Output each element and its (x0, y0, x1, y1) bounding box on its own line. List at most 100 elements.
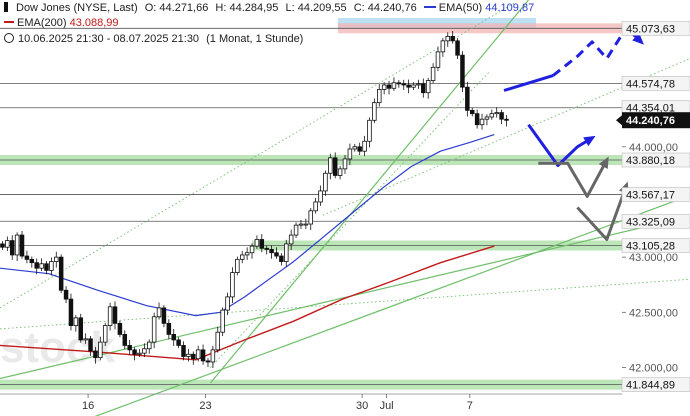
legend-row-2: EMA(200) 43.088,99 (4, 17, 119, 29)
price-level-box-6 (621, 238, 690, 253)
candle-body-60 (293, 224, 299, 236)
period: (1 Monat, 1 Stunde) (206, 33, 304, 45)
candle-body-55 (269, 249, 274, 254)
price-level-labels: 45.073,63 44.574,78 44.354,01 43.880,18 43.5… (616, 20, 690, 392)
instrument-name: Dow Jones (NYSE, Last) (16, 2, 138, 14)
candle-body-16 (78, 317, 83, 341)
candle-body-82 (401, 83, 406, 86)
y-tick-label-0: 42.000,00 (629, 363, 678, 375)
candle-body-39 (191, 353, 196, 360)
candle-body-9 (44, 263, 49, 271)
candle-body-99 (484, 116, 490, 120)
candle-body-37 (181, 345, 186, 357)
scenario-up-solid (503, 74, 554, 92)
candle-body-75 (367, 119, 372, 142)
scenario-up-arrow-icon (632, 33, 644, 45)
candle-body-14 (68, 298, 74, 326)
ema50-swatch-icon (423, 6, 436, 8)
ema-lines (0, 134, 495, 361)
candle-body-90 (440, 40, 446, 53)
candle-body-69 (337, 168, 343, 176)
price-level-label-7: 41.844,89 (626, 380, 675, 392)
candle-body-70 (342, 158, 348, 170)
candle-body-42 (205, 360, 211, 363)
candle-body-87 (425, 80, 431, 94)
candle-body-25 (122, 334, 128, 346)
candle-body-52 (254, 239, 260, 247)
trendline-3 (0, 278, 690, 330)
legend-row-1: Dow Jones (NYSE, Last) O: 44.271,66 H: 4… (4, 2, 538, 14)
candle-body-40 (195, 349, 201, 360)
ohlc-low: L: 44.209,55 (285, 2, 347, 14)
ema50-line (0, 134, 495, 317)
candle-body-71 (347, 148, 353, 160)
candle-body-68 (332, 157, 338, 176)
last-price-box (622, 112, 690, 129)
ema200-label: EMA(200) (17, 17, 67, 29)
candle-body-76 (372, 102, 377, 121)
scenario-alt-arrow-1-icon (598, 156, 609, 169)
price-level-label-4: 43.567,17 (626, 190, 675, 202)
candle-body-95 (465, 86, 470, 111)
candle-body-32 (156, 307, 162, 318)
candle-body-74 (362, 140, 367, 152)
candle-body-12 (58, 256, 64, 291)
price-level-lines (0, 27, 622, 386)
price-level-box-4 (621, 187, 690, 202)
price-level-box-5 (621, 213, 690, 229)
candle-body-36 (176, 339, 181, 346)
date-range: 10.06.2025 21:30 - 08.07.2025 21:30 (18, 33, 200, 45)
candle-body-3 (14, 234, 20, 256)
candle-body-81 (396, 82, 402, 85)
candle-body-102 (499, 112, 504, 120)
scenario-alt-path-2 (576, 184, 628, 241)
candle-body-61 (298, 223, 304, 226)
candle-body-7 (34, 262, 39, 269)
price-level-label-1: 44.574,78 (626, 78, 675, 90)
ohlc-close: C: 44.240,76 (353, 2, 417, 14)
candle-body-72 (352, 146, 358, 150)
candles (0, 31, 509, 369)
candle-body-13 (63, 289, 69, 300)
y-tick-label-3: 44.000,00 (629, 142, 678, 154)
candle-body-54 (264, 247, 269, 250)
candle-body-64 (313, 201, 318, 212)
price-level-label-2: 44.354,01 (626, 103, 675, 115)
ema200-line (0, 245, 495, 361)
candle-body-27 (132, 349, 137, 355)
candle-body-2 (9, 240, 15, 256)
ema50-legend: EMA(50) 44.109,87 (423, 2, 534, 14)
candle-body-65 (318, 190, 323, 203)
watermark: stock (0, 323, 115, 372)
x-tick-label-4: 7 (467, 400, 473, 412)
candle-body-63 (308, 210, 313, 225)
candle-body-57 (279, 255, 284, 262)
candle-body-101 (494, 112, 499, 115)
candle-body-100 (489, 113, 495, 118)
candle-body-30 (147, 341, 152, 350)
candle-body-46 (225, 296, 230, 311)
x-tick-label-3: Jul (380, 400, 394, 412)
price-level-box-7 (621, 377, 690, 392)
axes: 42.000,00 42.500,00 43.000,00 44.000,00 16 23… (0, 142, 678, 412)
ohlc-high: H: 44.284,95 (215, 2, 279, 14)
candle-body-79 (386, 84, 392, 89)
candle-body-80 (391, 82, 397, 89)
candle-body-88 (430, 66, 436, 81)
trendline-0 (209, 0, 529, 384)
candle-body-15 (73, 317, 79, 326)
price-level-label-5: 43.325,09 (626, 216, 675, 228)
candle-body-43 (210, 349, 216, 363)
candle-body-28 (137, 352, 142, 355)
candle-body-6 (29, 258, 35, 264)
price-level-box-0 (621, 20, 690, 36)
candle-body-51 (249, 245, 255, 254)
candle-body-77 (377, 88, 382, 104)
candle-body-8 (39, 263, 44, 269)
candle-body-29 (142, 348, 147, 354)
price-level-box-1 (621, 76, 690, 91)
candle-body-83 (406, 84, 411, 88)
candle-body-44 (215, 331, 221, 351)
candle-body-22 (107, 306, 113, 326)
